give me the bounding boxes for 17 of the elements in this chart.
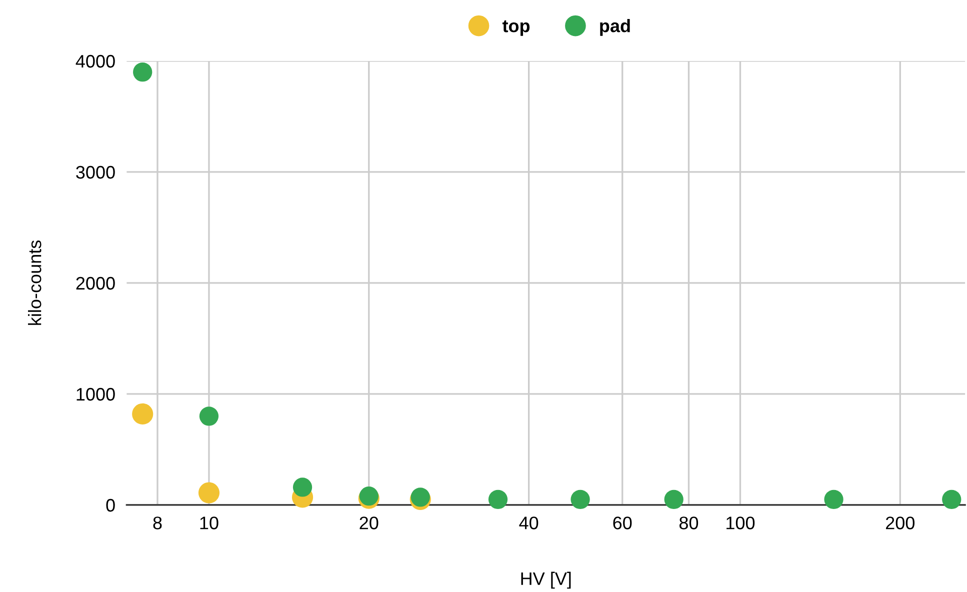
x-tick-label: 20 (360, 516, 378, 530)
x-tick-label: 80 (679, 516, 698, 530)
x-tick-label: 10 (200, 516, 218, 530)
legend-label: pad (600, 19, 630, 36)
x-axis-title: HV [V] (521, 572, 571, 589)
x-tick-label: 40 (519, 516, 538, 530)
y-tick-label: 4000 (76, 54, 115, 68)
y-tick-label: 0 (106, 498, 115, 512)
y-tick-label: 3000 (76, 166, 115, 179)
x-tick-label: 8 (153, 516, 162, 530)
x-tick-label: 100 (726, 516, 755, 530)
y-tick-label: 1000 (76, 388, 115, 401)
legend-label: top (502, 20, 530, 36)
y-axis-title: kilo-counts (28, 240, 42, 325)
x-tick-label: 60 (613, 516, 632, 530)
x-tick-label: 200 (886, 516, 914, 530)
y-tick-label: 2000 (76, 276, 115, 290)
